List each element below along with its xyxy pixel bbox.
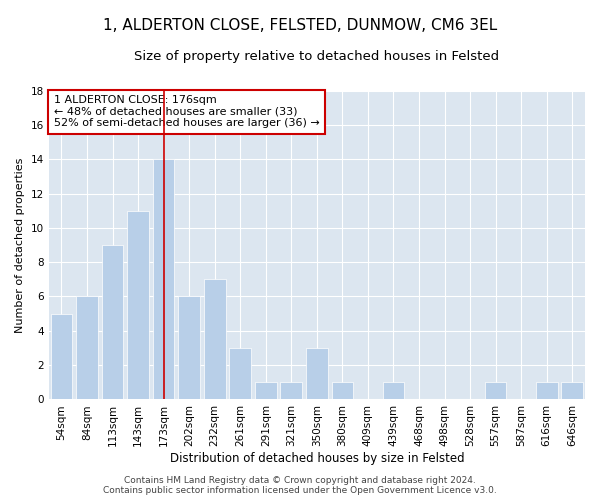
Title: Size of property relative to detached houses in Felsted: Size of property relative to detached ho…	[134, 50, 499, 63]
Bar	[127, 210, 149, 400]
Bar	[76, 296, 98, 400]
Bar	[562, 382, 583, 400]
Text: Contains HM Land Registry data © Crown copyright and database right 2024.
Contai: Contains HM Land Registry data © Crown c…	[103, 476, 497, 495]
Bar	[383, 382, 404, 400]
Bar	[306, 348, 328, 400]
Bar	[178, 296, 200, 400]
Text: 1 ALDERTON CLOSE: 176sqm
← 48% of detached houses are smaller (33)
52% of semi-d: 1 ALDERTON CLOSE: 176sqm ← 48% of detach…	[54, 95, 320, 128]
Bar	[101, 245, 124, 400]
Bar	[485, 382, 506, 400]
Y-axis label: Number of detached properties: Number of detached properties	[15, 158, 25, 332]
Bar	[229, 348, 251, 400]
Text: 1, ALDERTON CLOSE, FELSTED, DUNMOW, CM6 3EL: 1, ALDERTON CLOSE, FELSTED, DUNMOW, CM6 …	[103, 18, 497, 32]
Bar	[50, 314, 72, 400]
Bar	[536, 382, 557, 400]
Bar	[204, 280, 226, 400]
Bar	[153, 159, 175, 400]
Bar	[255, 382, 277, 400]
Bar	[332, 382, 353, 400]
X-axis label: Distribution of detached houses by size in Felsted: Distribution of detached houses by size …	[170, 452, 464, 465]
Bar	[280, 382, 302, 400]
